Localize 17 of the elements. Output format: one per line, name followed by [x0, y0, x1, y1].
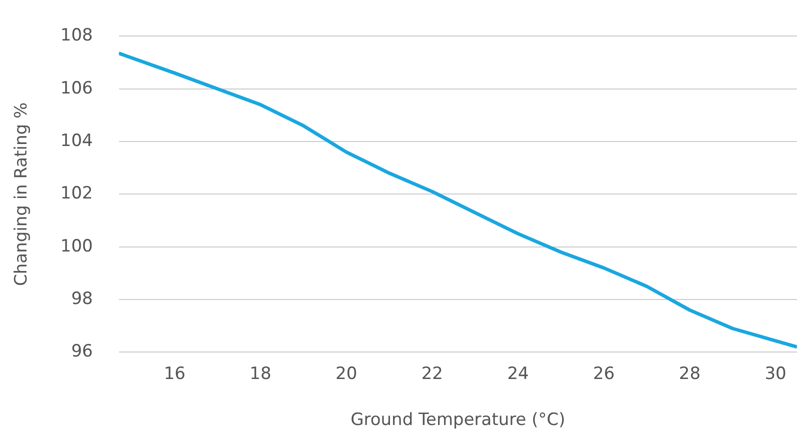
y-tick-label: 98: [71, 288, 93, 309]
y-tick-label: 106: [60, 78, 93, 98]
x-tick-label: 28: [678, 364, 701, 384]
y-tick-label: 108: [60, 26, 93, 46]
x-tick-label: 22: [421, 364, 443, 384]
y-tick-label: 100: [60, 236, 93, 256]
x-tick-label: 24: [507, 364, 529, 384]
y-tick-label: 102: [60, 184, 93, 204]
x-tick-label: 30: [764, 364, 786, 384]
y-axis-title: Changing in Rating %: [12, 102, 32, 286]
y-tick-label: 104: [60, 130, 93, 151]
x-tick-label: 26: [593, 364, 615, 384]
x-tick-label: 16: [164, 364, 186, 384]
x-axis-title: Ground Temperature (°C): [350, 410, 566, 430]
x-tick-label: 18: [250, 364, 272, 384]
y-tick-label: 96: [71, 342, 93, 362]
x-tick-label: 20: [336, 364, 358, 384]
